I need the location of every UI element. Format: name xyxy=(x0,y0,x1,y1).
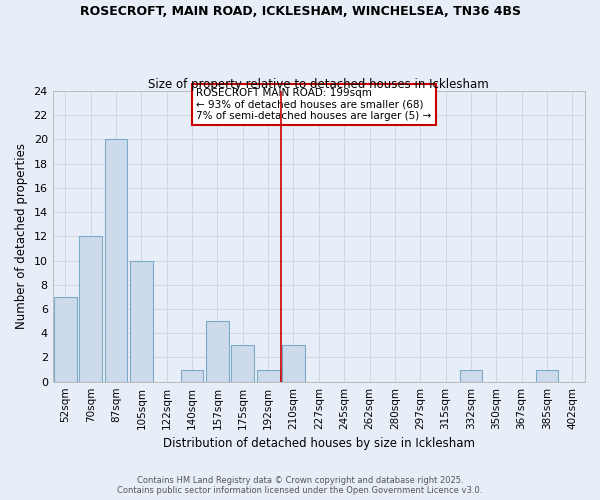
Bar xyxy=(282,346,305,382)
Text: Contains HM Land Registry data © Crown copyright and database right 2025.
Contai: Contains HM Land Registry data © Crown c… xyxy=(118,476,482,495)
X-axis label: Distribution of detached houses by size in Icklesham: Distribution of detached houses by size … xyxy=(163,437,475,450)
Y-axis label: Number of detached properties: Number of detached properties xyxy=(15,144,28,330)
Text: ROSECROFT, MAIN ROAD, ICKLESHAM, WINCHELSEA, TN36 4BS: ROSECROFT, MAIN ROAD, ICKLESHAM, WINCHEL… xyxy=(79,5,521,18)
Bar xyxy=(79,236,102,382)
Bar xyxy=(54,297,77,382)
Bar xyxy=(232,346,254,382)
Bar xyxy=(181,370,203,382)
Bar xyxy=(257,370,280,382)
Text: ROSECROFT MAIN ROAD: 199sqm
← 93% of detached houses are smaller (68)
7% of semi: ROSECROFT MAIN ROAD: 199sqm ← 93% of det… xyxy=(196,88,431,122)
Bar xyxy=(536,370,559,382)
Bar xyxy=(460,370,482,382)
Bar xyxy=(104,140,127,382)
Bar xyxy=(206,321,229,382)
Title: Size of property relative to detached houses in Icklesham: Size of property relative to detached ho… xyxy=(148,78,489,91)
Bar xyxy=(130,260,153,382)
